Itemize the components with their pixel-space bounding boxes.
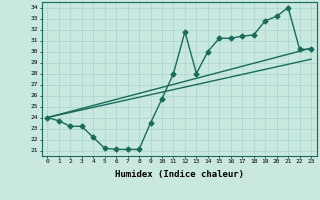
X-axis label: Humidex (Indice chaleur): Humidex (Indice chaleur)	[115, 170, 244, 179]
